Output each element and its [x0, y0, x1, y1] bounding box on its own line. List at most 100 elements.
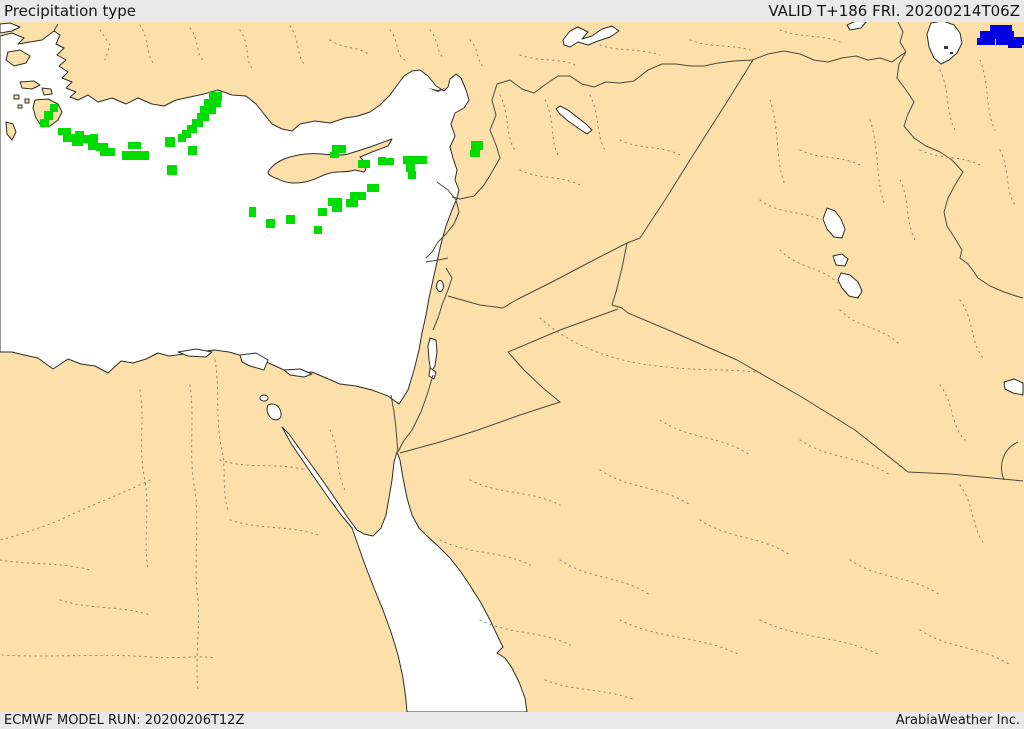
sea-of-galilee: [436, 280, 444, 292]
country-borders: [53, 22, 1024, 482]
turkey-syria-border: [451, 59, 753, 200]
precip-cell: [346, 199, 358, 207]
dead-sea: [427, 337, 438, 373]
precip-cell: [50, 104, 58, 112]
precip-cell: [200, 106, 209, 114]
precip-cell: [209, 92, 222, 101]
syria-jordan-border: [447, 242, 628, 309]
bitter-lake: [266, 403, 282, 421]
precip-cell: [187, 125, 197, 133]
precip-blue-layer: [977, 25, 1024, 48]
lake-razzaza: [837, 272, 863, 299]
precip-green-layer: [40, 92, 483, 234]
precip-cell: [378, 157, 386, 165]
jordan-iraq-border: [611, 242, 629, 314]
precip-cell: [88, 141, 98, 150]
sea-layer: [0, 22, 1024, 712]
precip-cell: [470, 150, 480, 157]
precip-cell: [358, 160, 370, 168]
page-title: Precipitation type: [4, 2, 137, 20]
precip-cell: [266, 219, 275, 228]
precip-cell: [100, 150, 108, 156]
precip-cell: [212, 99, 221, 107]
precip-cell: [367, 184, 379, 192]
precip-cell: [75, 131, 84, 139]
precip-cell: [182, 130, 191, 138]
precip-cell: [44, 111, 53, 120]
delta-lagoon: [239, 352, 269, 371]
israel-jordan-border: [432, 294, 447, 331]
precip-cell: [40, 119, 49, 127]
precip-cell: [96, 143, 108, 151]
precip-cell: [192, 119, 203, 127]
model-run-label: ECMWF MODEL RUN: 20200206T12Z: [4, 713, 245, 728]
precip-cell: [90, 134, 98, 142]
admin-borders: [0, 24, 1016, 701]
precip-cell: [318, 208, 327, 216]
lesbos-island: [5, 49, 31, 67]
jordan-saudi-border: [399, 308, 619, 454]
precip-cell: [471, 141, 483, 150]
precip-cell: [122, 151, 135, 160]
precip-cell: [72, 138, 83, 146]
precip-cell: [82, 135, 90, 143]
cyprus-island: [267, 138, 393, 184]
lakes-layer: [177, 22, 963, 421]
precip-cell: [386, 158, 394, 165]
precip-cell: [408, 171, 416, 179]
precip-cell: [58, 128, 71, 135]
precip-cell: [249, 207, 256, 217]
valid-time-label: VALID T+186 FRI. 20200214T06Z: [768, 2, 1020, 20]
precip-cell: [990, 25, 1012, 33]
chios-island: [19, 80, 41, 90]
precip-cell: [128, 142, 141, 149]
turkey-iraq-border: [751, 50, 907, 63]
lake-van: [846, 22, 867, 31]
precip-cell: [208, 106, 216, 114]
precip-cell: [332, 205, 342, 212]
lebanon-border: [425, 181, 460, 259]
precip-cell: [403, 156, 427, 164]
precip-cell: [286, 215, 295, 224]
precip-cell: [134, 151, 149, 160]
precip-cell: [980, 31, 1014, 39]
precip-cell: [167, 165, 177, 175]
turkey-reservoirs: [562, 25, 620, 48]
precip-cell: [188, 146, 197, 155]
lake-habbaniyah: [832, 253, 849, 267]
gulf-head: [1003, 378, 1024, 396]
karpathos-island: [5, 121, 17, 141]
precip-cell: [165, 137, 175, 147]
mediterranean-sea: [0, 30, 470, 405]
precip-cell: [330, 152, 339, 158]
lake-tharthar: [822, 207, 846, 239]
precip-cell: [314, 226, 322, 234]
iran-iraq-border: [896, 51, 1024, 299]
israel-egypt-border: [390, 394, 399, 453]
delta-lagoon: [177, 348, 213, 358]
precip-cell: [977, 38, 995, 45]
syria-iraq-border: [626, 59, 754, 244]
precip-cell: [332, 145, 346, 153]
lake-urmia: [926, 22, 963, 65]
precip-cell: [204, 99, 213, 107]
precip-cell: [178, 134, 186, 142]
precip-cell: [107, 148, 115, 156]
turkey-iran-border: [897, 22, 907, 53]
precip-cell: [350, 192, 366, 200]
precip-cell: [406, 163, 415, 172]
lake-assad: [555, 105, 593, 135]
header-bar: Precipitation type VALID T+186 FRI. 2020…: [0, 0, 1024, 22]
precip-cell: [996, 37, 1024, 45]
bardawil-lagoon: [283, 368, 313, 378]
iraq-saudi-border: [627, 312, 1024, 482]
red-sea: [281, 426, 528, 712]
kuwait-border: [1001, 441, 1019, 481]
precip-cell: [1008, 44, 1022, 48]
credit-label: ArabiaWeather Inc.: [895, 713, 1020, 728]
precip-cell: [63, 134, 76, 142]
forecast-map: [0, 22, 1024, 712]
samos-island: [41, 87, 53, 96]
precip-cell: [328, 198, 342, 206]
